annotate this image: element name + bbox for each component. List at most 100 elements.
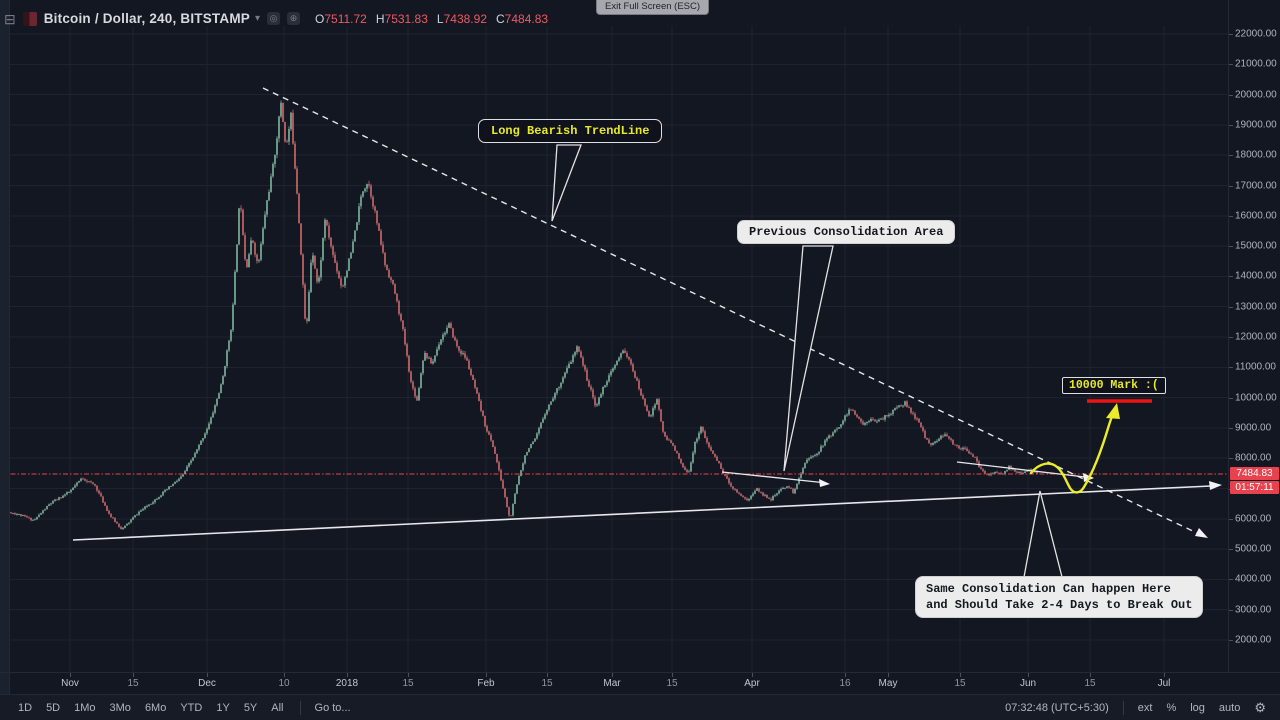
time-tick — [888, 673, 889, 677]
time-tick-label: Nov — [61, 678, 79, 689]
april-consolidation-arrow[interactable] — [721, 471, 830, 487]
scale-option-log[interactable]: log — [1190, 702, 1205, 714]
range-button-all[interactable]: All — [271, 702, 284, 714]
price-tick — [1229, 276, 1233, 277]
price-tick-label: 5000.00 — [1235, 543, 1272, 555]
range-button-5d[interactable]: 5D — [46, 702, 61, 714]
time-tick — [347, 673, 348, 677]
time-tick-label: 15 — [127, 678, 139, 689]
add-indicator-icon[interactable]: ⊕ — [287, 12, 301, 25]
chart-header: ⊟ Bitcoin / Dollar, 240, BITSTAMP ▾ ◎ ⊕ … — [4, 11, 548, 26]
bitstamp-logo-icon — [22, 11, 37, 26]
callout-same-consolidation[interactable]: Same Consolidation Can happen Here and S… — [915, 576, 1204, 618]
range-button-1d[interactable]: 1D — [18, 702, 33, 714]
callout-long-bearish-trendline[interactable]: Long Bearish TrendLine — [478, 119, 663, 143]
price-tick — [1229, 64, 1233, 65]
time-tick — [612, 673, 613, 677]
time-tick — [1090, 673, 1091, 677]
time-tick — [1028, 673, 1029, 677]
time-tick — [207, 673, 208, 677]
time-tick — [133, 673, 134, 677]
range-button-1y[interactable]: 1Y — [216, 702, 230, 714]
price-tick-label: 22000.00 — [1235, 28, 1277, 40]
price-tick-label: 9000.00 — [1235, 422, 1272, 434]
time-tick — [672, 673, 673, 677]
clock-label: 07:32:48 (UTC+5:30) — [1005, 702, 1109, 714]
callout-previous-consolidation[interactable]: Previous Consolidation Area — [737, 220, 956, 244]
time-tick-label: 2018 — [335, 678, 359, 689]
left-toolbar-strip — [0, 0, 10, 694]
grid-lines — [0, 26, 1228, 672]
price-tick — [1229, 95, 1233, 96]
time-tick — [1164, 673, 1165, 677]
callout-line-2: and Should Take 2-4 Days to Break Out — [926, 598, 1193, 612]
high-value: 7531.83 — [384, 11, 428, 26]
bearish-trendline[interactable] — [262, 87, 1208, 538]
price-tick — [1229, 125, 1233, 126]
time-tick-label: Feb — [477, 678, 495, 689]
time-tick-label: 15 — [541, 678, 553, 689]
time-tick-label: 15 — [1084, 678, 1096, 689]
price-tick-label: 11000.00 — [1235, 361, 1276, 373]
callout-tail-prev_consolidation — [783, 245, 834, 472]
price-tick — [1229, 640, 1233, 641]
yellow-projection-drawing[interactable] — [1029, 403, 1120, 494]
time-axis[interactable]: Nov 15 Dec 10 2018 15 Feb 15 Mar 15 Apr 16 May 15 Jun 1… — [0, 672, 1280, 695]
callout-tail-bearish_trendline — [551, 144, 582, 222]
time-tick-label: Jun — [1019, 678, 1037, 689]
range-button-ytd[interactable]: YTD — [180, 702, 203, 714]
open-value: 7511.72 — [324, 11, 367, 26]
price-tick — [1229, 610, 1233, 611]
price-tick-label: 3000.00 — [1235, 604, 1272, 616]
price-tick-label: 21000.00 — [1235, 58, 1277, 70]
close-value: 7484.83 — [504, 11, 549, 26]
callout-10000-mark[interactable]: 10000 Mark :( — [1062, 377, 1166, 394]
symbol-title[interactable]: Bitcoin / Dollar, 240, BITSTAMP — [43, 11, 250, 26]
scale-option-percent[interactable]: % — [1166, 702, 1177, 714]
price-tick — [1229, 186, 1233, 187]
goto-button[interactable]: Go to... — [314, 702, 351, 714]
price-tick — [1229, 458, 1233, 459]
scale-option-auto[interactable]: auto — [1218, 702, 1241, 714]
time-tick-label: Apr — [744, 678, 760, 689]
range-button-5y[interactable]: 5Y — [243, 702, 258, 714]
range-button-3mo[interactable]: 3Mo — [109, 702, 131, 714]
bar-countdown-label: 01:57:11 — [1230, 481, 1279, 494]
compare-icon[interactable]: ◎ — [267, 12, 281, 25]
price-tick-label: 10000.00 — [1235, 392, 1277, 404]
layout-icon[interactable]: ⊟ — [4, 10, 16, 27]
toolbar-separator — [299, 701, 301, 715]
price-tick-label: 19000.00 — [1235, 119, 1277, 131]
price-tick-label: 12000.00 — [1235, 331, 1277, 343]
settings-gear-icon[interactable]: ⚙ — [1254, 700, 1266, 715]
price-tick-label: 20000.00 — [1235, 89, 1277, 101]
price-tick — [1229, 428, 1233, 429]
low-value: 7438.92 — [443, 11, 487, 26]
price-tick-label: 2000.00 — [1235, 634, 1272, 646]
time-tick — [408, 673, 409, 677]
time-tick-label: Jul — [1157, 678, 1171, 689]
range-button-1mo[interactable]: 1Mo — [74, 702, 96, 714]
price-tick — [1229, 155, 1233, 156]
support-trendline[interactable] — [72, 481, 1222, 541]
time-tick-label: May — [878, 678, 898, 689]
scale-options: ext% log auto — [1138, 702, 1241, 714]
price-tick — [1229, 246, 1233, 247]
price-tick — [1229, 337, 1233, 338]
range-buttons: 1D 5D 1Mo 3Mo 6Mo YTD 1Y 5Y All — [0, 702, 284, 714]
price-tick — [1229, 398, 1233, 399]
scale-option-ext[interactable]: ext — [1137, 702, 1153, 714]
range-button-6mo[interactable]: 6Mo — [144, 702, 167, 714]
time-tick — [547, 673, 548, 677]
price-axis[interactable]: 7484.83 01:57:11 2000.00 3000.00 4000.00 50… — [1228, 0, 1280, 672]
price-tick-label: 13000.00 — [1235, 301, 1277, 313]
price-tick — [1229, 34, 1233, 35]
chevron-down-icon[interactable]: ▾ — [254, 13, 261, 24]
price-tick — [1229, 216, 1233, 217]
ohlc-values: O7511.72 H7531.83 L7438.92 C7484.83 — [315, 11, 549, 26]
time-tick — [960, 673, 961, 677]
price-tick-label: 15000.00 — [1235, 240, 1277, 252]
time-tick — [845, 673, 846, 677]
price-tick — [1229, 519, 1233, 520]
